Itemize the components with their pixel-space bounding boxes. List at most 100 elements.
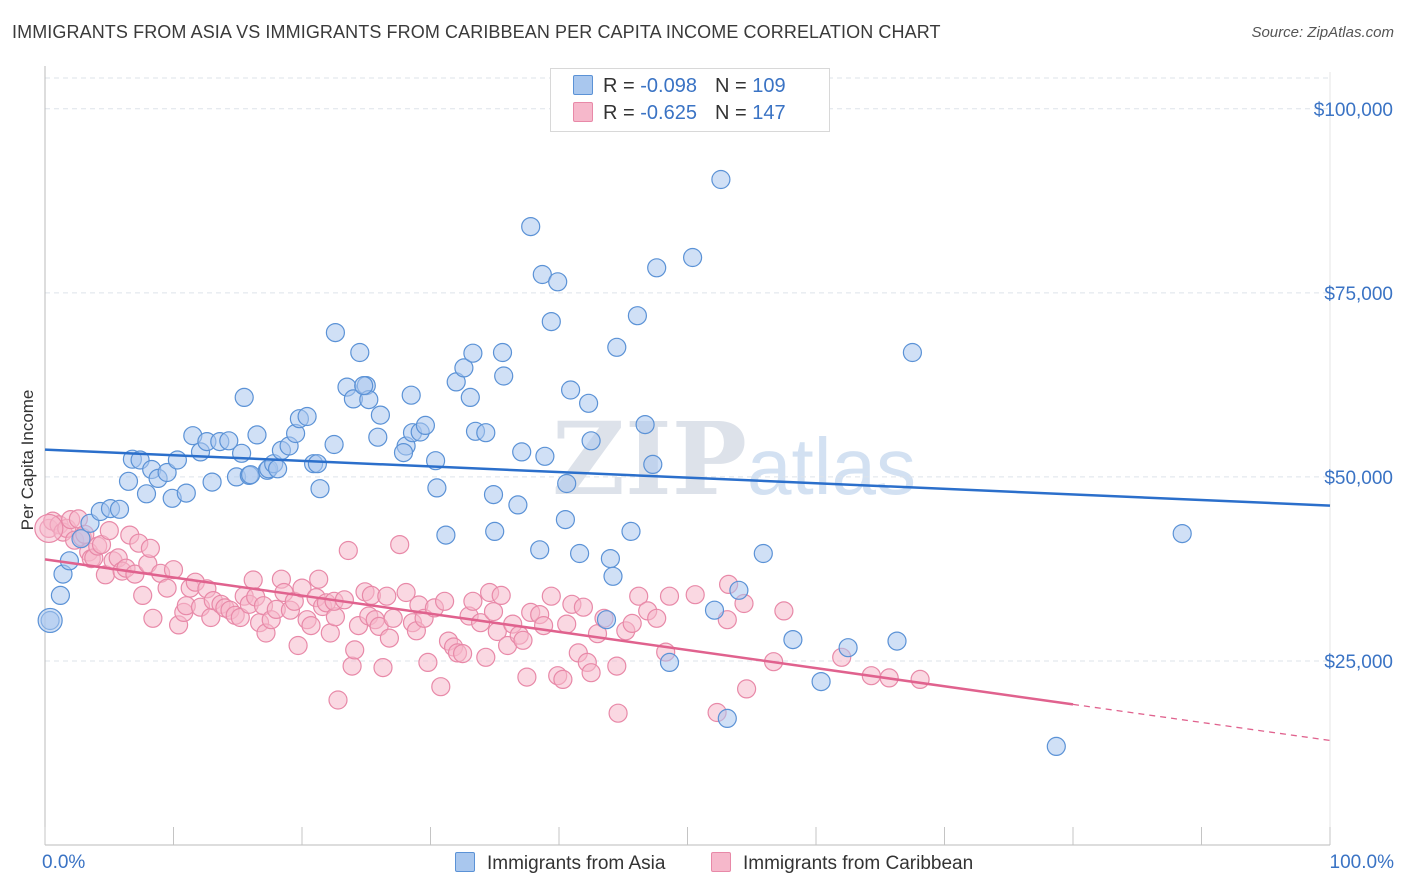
asia-point: [555, 509, 576, 530]
asia-point: [268, 459, 288, 479]
series-legend-caribbean[interactable]: Immigrants from Caribbean: [711, 852, 973, 875]
series-legend: Immigrants from Asia Immigrants from Car…: [0, 852, 1406, 878]
caribbean-point: [328, 690, 348, 710]
asia-point: [494, 366, 514, 386]
y-tick-label: $25,000: [1324, 652, 1393, 673]
series-label-asia: Immigrants from Asia: [487, 853, 666, 874]
asia-point: [530, 540, 550, 560]
caribbean-point: [143, 608, 163, 628]
asia-point: [811, 671, 831, 692]
asia-point: [607, 337, 627, 357]
caribbean-point: [774, 601, 794, 621]
caribbean-point: [342, 656, 362, 676]
asia-point: [560, 380, 581, 400]
asia-point: [508, 495, 528, 515]
asia-point: [167, 450, 187, 470]
asia-point: [647, 258, 667, 278]
legend-n-value-caribbean: 147: [752, 102, 786, 124]
caribbean-point: [292, 578, 312, 598]
caribbean-point: [659, 586, 680, 606]
caribbean-point: [513, 630, 533, 650]
caribbean-point: [309, 569, 329, 589]
caribbean-point: [647, 608, 667, 628]
asia-point: [783, 629, 803, 650]
asia-point: [427, 478, 447, 498]
asia-point: [370, 405, 390, 425]
caribbean-point: [133, 585, 153, 606]
x-tick-label-min: 0.0%: [42, 852, 86, 873]
asia-point: [436, 525, 456, 545]
asia-point: [234, 387, 254, 407]
axes: [44, 66, 1331, 846]
grid-lines: [45, 77, 1330, 662]
chart-title: IMMIGRANTS FROM ASIA VS IMMIGRANTS FROM …: [12, 22, 941, 42]
asia-point: [659, 652, 680, 673]
asia-point: [548, 272, 568, 292]
asia-point: [202, 472, 222, 492]
caribbean-point: [533, 615, 554, 636]
legend-r-value-caribbean: -0.625: [640, 102, 697, 124]
legend-swatch-asia: [573, 75, 593, 95]
series-legend-asia[interactable]: Immigrants from Asia: [455, 852, 665, 875]
y-tick-label: $100,000: [1314, 100, 1393, 121]
asia-point: [136, 484, 157, 504]
source-credit: Source: ZipAtlas.com: [1251, 24, 1394, 41]
asia-point-large: [37, 607, 63, 634]
asia-point: [310, 479, 330, 499]
asia-point: [492, 342, 513, 363]
asia-point: [578, 393, 599, 413]
caribbean-point: [483, 601, 504, 622]
asia-point: [711, 169, 731, 190]
asia-point: [109, 499, 130, 519]
asia-point: [541, 312, 561, 332]
legend-r-label-caribbean: R =: [603, 102, 641, 124]
caribbean-point: [581, 663, 601, 683]
caribbean-points: [34, 509, 930, 723]
legend-row-asia: R = -0.098 N = 109: [573, 75, 786, 99]
asia-point: [535, 446, 555, 466]
asia-point: [581, 431, 601, 451]
caribbean-point: [910, 669, 930, 690]
asia-point: [704, 600, 725, 620]
caribbean-point: [622, 613, 642, 634]
y-tick-label: $75,000: [1324, 284, 1393, 305]
caribbean-point: [736, 679, 757, 699]
asia-point: [627, 306, 648, 326]
asia-point: [521, 217, 541, 237]
asia-point: [1172, 523, 1192, 544]
caribbean-point: [431, 677, 451, 697]
asia-point: [621, 521, 641, 542]
legend-r-label-asia: R =: [603, 75, 641, 97]
caribbean-point: [379, 628, 399, 648]
asia-point: [401, 385, 421, 405]
asia-point: [635, 415, 655, 435]
asia-point: [476, 423, 496, 443]
caribbean-point: [476, 647, 496, 667]
caribbean-point: [607, 656, 627, 676]
asia-point: [368, 427, 388, 447]
trend-line-asia: [44, 448, 1331, 507]
caribbean-point: [338, 540, 358, 561]
caribbean-point: [345, 640, 365, 660]
caribbean-point: [541, 586, 561, 606]
caribbean-point: [491, 585, 511, 606]
asia-point: [485, 521, 505, 542]
caribbean-point: [517, 667, 537, 687]
caribbean-point: [453, 643, 473, 664]
asia-point: [460, 387, 480, 407]
caribbean-point: [573, 597, 594, 617]
legend-swatch-caribbean: [573, 102, 593, 122]
y-tick-label: $50,000: [1324, 468, 1393, 489]
asia-point: [241, 465, 261, 485]
asia-point: [729, 580, 749, 600]
caribbean-point: [396, 582, 416, 603]
trend-line-caribbean: [44, 558, 1074, 706]
asia-point: [324, 434, 344, 455]
caribbean-point: [463, 591, 483, 611]
asia-point: [426, 451, 446, 471]
caribbean-point: [377, 586, 397, 606]
y-axis-label: Per Capita Income: [18, 389, 37, 531]
asia-point: [463, 343, 483, 363]
asia-point: [307, 454, 327, 474]
